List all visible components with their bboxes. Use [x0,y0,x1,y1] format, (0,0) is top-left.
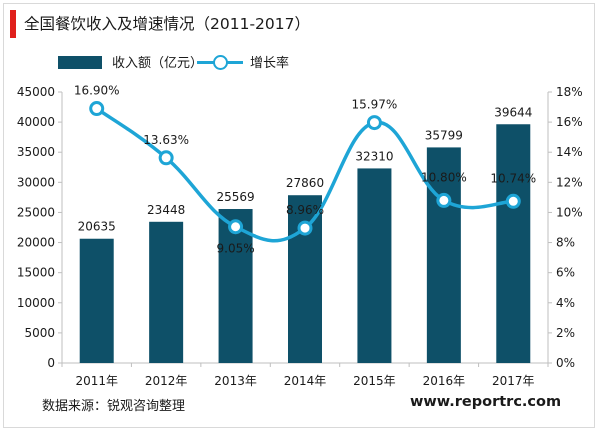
y-tick-label-left: 5000 [24,326,55,340]
growth-rate-point [436,192,452,208]
y-tick-label-right: 6% [556,266,575,280]
x-tick-label: 2016年 [423,374,466,388]
bar-value-label: 25569 [216,190,254,204]
title-accent-bar [10,10,16,38]
growth-rate-point [228,219,244,235]
bar-value-label: 23448 [147,203,185,217]
bar-value-label: 32310 [355,149,393,163]
x-tick-label: 2011年 [75,374,118,388]
growth-rate-point [366,115,382,131]
y-tick-label-left: 0 [47,356,55,370]
growth-rate-label: 8.96% [286,203,324,217]
x-tick-label: 2014年 [284,374,327,388]
bar-value-label: 27860 [286,176,324,190]
legend-line-label: 增长率 [250,56,290,71]
x-tick-label: 2017年 [492,374,535,388]
bar [218,209,253,363]
growth-rate-point [505,193,521,209]
chart-frame [3,3,595,428]
growth-rate-label: 15.97% [352,98,398,112]
y-tick-label-left: 15000 [17,266,55,280]
x-tick-label: 2015年 [353,374,396,388]
growth-rate-point [158,150,174,166]
growth-rate-label: 13.63% [143,133,189,147]
x-tick-label: 2012年 [145,374,188,388]
y-tick-label-left: 35000 [17,145,55,159]
y-tick-label-left: 40000 [17,115,55,129]
y-tick-label-right: 16% [556,115,583,129]
website-link[interactable]: www.reportrc.com [410,394,562,410]
bar-value-label: 35799 [425,128,463,142]
bar-value-label: 39644 [494,105,532,119]
y-tick-label-right: 10% [556,205,583,219]
bar [79,238,114,363]
y-tick-label-right: 14% [556,145,583,159]
legend-line-marker [213,55,228,70]
legend-bar-label: 收入额（亿元） [112,56,204,71]
y-tick-label-right: 4% [556,296,575,310]
y-tick-label-left: 30000 [17,175,55,189]
chart-title: 全国餐饮收入及增速情况（2011-2017） [24,15,310,33]
bar [496,124,531,363]
growth-rate-point [297,220,313,236]
y-tick-label-right: 2% [556,326,575,340]
growth-rate-point [89,101,105,117]
growth-rate-label: 10.80% [421,170,467,184]
bar [426,147,461,363]
bar-value-label: 20635 [78,220,116,234]
y-tick-label-left: 25000 [17,205,55,219]
bar [149,221,184,363]
bar [357,168,392,363]
y-tick-label-right: 12% [556,175,583,189]
y-tick-label-left: 45000 [17,85,55,99]
legend-bar-swatch [58,56,102,69]
y-tick-label-right: 18% [556,85,583,99]
bar [288,195,322,363]
x-tick-label: 2013年 [214,374,257,388]
y-tick-label-left: 10000 [17,296,55,310]
y-tick-label-right: 8% [556,236,575,250]
growth-rate-label: 16.90% [74,84,120,98]
y-tick-label-left: 20000 [17,236,55,250]
source-note: 数据来源：锐观咨询整理 [42,399,186,414]
growth-rate-label: 9.05% [217,242,255,256]
y-tick-label-right: 0% [556,356,575,370]
growth-rate-label: 10.74% [490,171,536,185]
